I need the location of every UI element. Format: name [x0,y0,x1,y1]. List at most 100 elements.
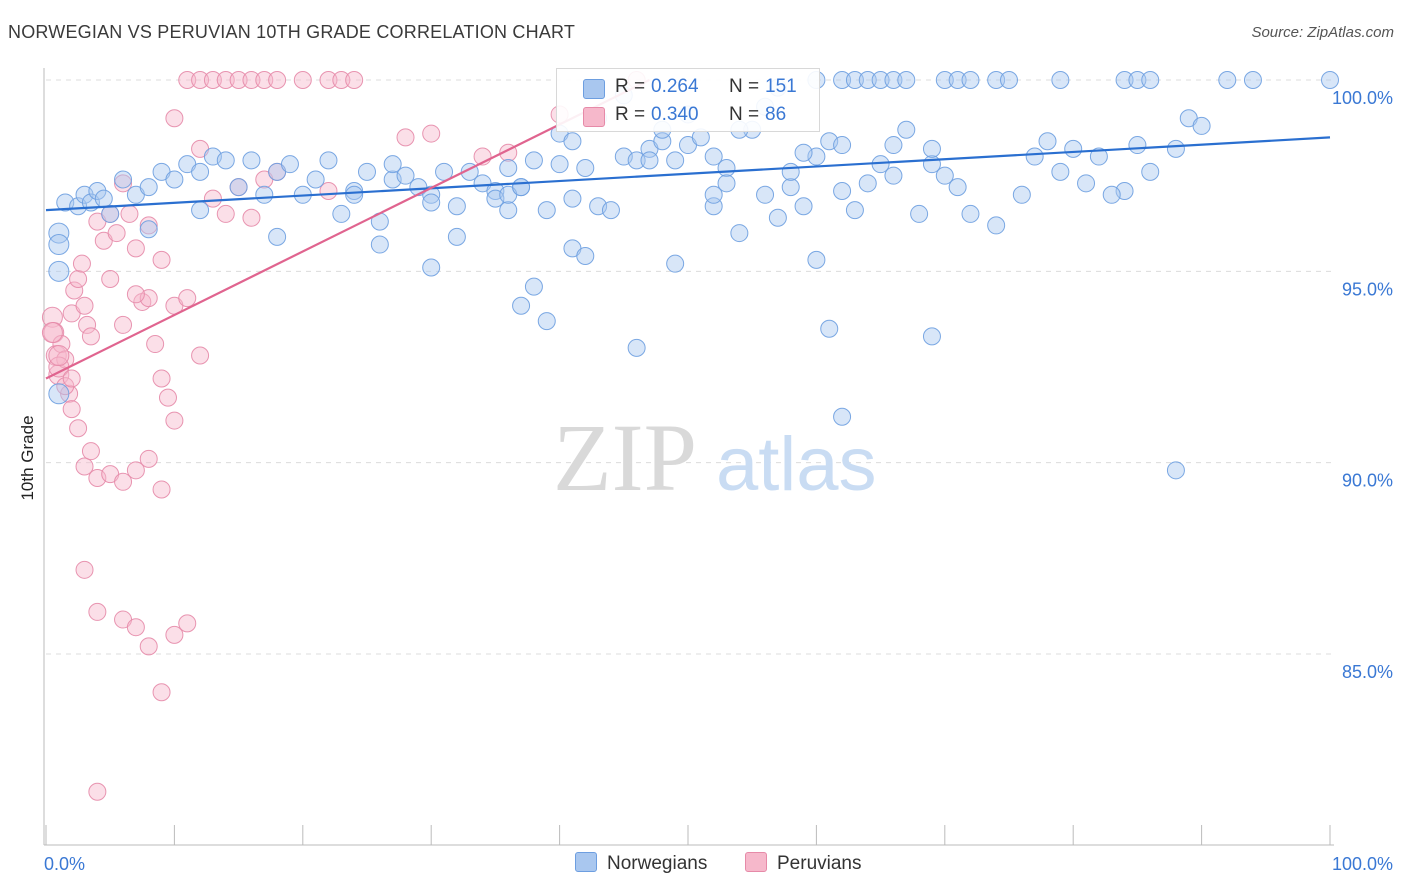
legend-swatch-blue [575,852,597,872]
norwegians-point [1115,71,1134,89]
peruvians-point [101,269,120,288]
peruvians-point [126,285,145,304]
norwegians-point [576,247,595,266]
norwegians-point [948,178,967,197]
norwegians-point [447,197,466,216]
norwegians-point [858,174,877,193]
x-tick-label-100: 100.0% [1332,854,1393,874]
norwegians-point [987,71,1006,89]
norwegians-point [1192,116,1211,135]
peruvians-point [65,281,84,300]
peruvians-point [78,315,97,334]
norwegians-point [94,189,113,208]
norwegians-point [717,174,736,193]
peruvians-point [178,71,197,89]
peruvians-point [158,388,177,407]
norwegians-point [922,139,941,158]
norwegians-point [935,166,954,185]
legend-r-value: 0.264 [651,76,699,97]
norwegians-point [345,181,364,200]
norwegians-point [537,312,556,331]
peruvians-point [62,400,81,419]
norwegians-point [833,407,852,426]
legend-n-label: N = [729,76,760,97]
peruvians-point [203,71,222,89]
peruvians-point [41,306,63,328]
peruvians-point [178,289,197,308]
y-tick-label-90: 90.0% [1342,471,1393,491]
norwegians-point [139,178,158,197]
norwegians-point [627,338,646,357]
peruvians-point [165,625,184,644]
peruvians-point [242,208,261,227]
peruvians-point [191,71,210,89]
norwegians-point [1141,71,1160,89]
watermark-atlas: atlas [716,422,877,507]
norwegians-point [435,162,454,181]
norwegians-trend-line [45,136,1331,212]
norwegians-point [191,162,210,181]
norwegians-point [88,181,107,200]
peruvians-point [88,602,107,621]
peruvians-point [62,369,81,388]
norwegians-point [280,155,299,174]
norwegians-point [833,181,852,200]
norwegians-point [640,151,659,170]
norwegians-point [422,258,441,277]
legend-r-label: R = [615,104,646,125]
norwegians-point [666,151,685,170]
peruvians-point [165,109,184,128]
norwegians-point [961,71,980,89]
watermark-zip: ZIP [553,404,697,511]
norwegians-point [987,216,1006,235]
norwegians-point [897,120,916,139]
norwegians-point [114,170,133,189]
y-tick-label-95: 95.0% [1342,279,1393,299]
norwegians-point [833,71,852,89]
norwegians-point [512,178,531,197]
norwegians-point [884,71,903,89]
norwegians-point [48,260,70,282]
norwegians-point [833,136,852,155]
norwegians-point [871,71,890,89]
norwegians-point [1166,461,1185,480]
norwegians-point [910,204,929,223]
peruvians-point [152,250,171,269]
peruvians-point [126,239,145,258]
peruvians-point [255,71,274,89]
norwegians-point [255,185,274,204]
norwegians-point [1128,136,1147,155]
norwegians-point [1000,71,1018,89]
peruvians-point [345,71,364,89]
norwegians-point [884,136,903,155]
norwegians-point [499,201,518,220]
norwegians-point [935,71,954,89]
norwegians-point [1051,162,1070,181]
peruvians-point [114,472,133,491]
legend-r-label: R = [615,76,646,97]
peruvians-point [396,128,415,147]
peruvians-point [229,71,248,89]
peruvians-point [126,618,145,637]
norwegians-point [781,162,800,181]
chart-title: NORWEGIAN VS PERUVIAN 10TH GRADE CORRELA… [8,22,576,42]
norwegians-point [139,220,158,239]
norwegians-point [191,201,210,220]
norwegians-point [704,185,723,204]
legend-label-norwegians: Norwegians [607,853,708,874]
peruvians-point [178,614,197,633]
legend-n-value: 151 [765,76,797,97]
watermark: ZIP atlas [553,404,877,511]
peruvians-point [75,296,94,315]
norwegians-point [319,151,338,170]
peruvians-point [114,315,133,334]
peruvians-point [75,457,94,476]
peruvians-point [139,637,158,656]
norwegians-point [884,166,903,185]
norwegians-point [524,151,543,170]
norwegians-point [794,197,813,216]
peruvians-points [41,71,646,801]
peruvians-point [293,71,312,89]
legend-swatch-blue [583,79,605,99]
